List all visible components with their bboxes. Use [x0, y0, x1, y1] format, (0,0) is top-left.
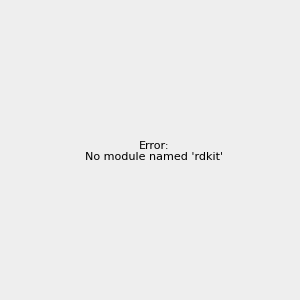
Text: Error:
No module named 'rdkit': Error: No module named 'rdkit' [85, 141, 223, 162]
